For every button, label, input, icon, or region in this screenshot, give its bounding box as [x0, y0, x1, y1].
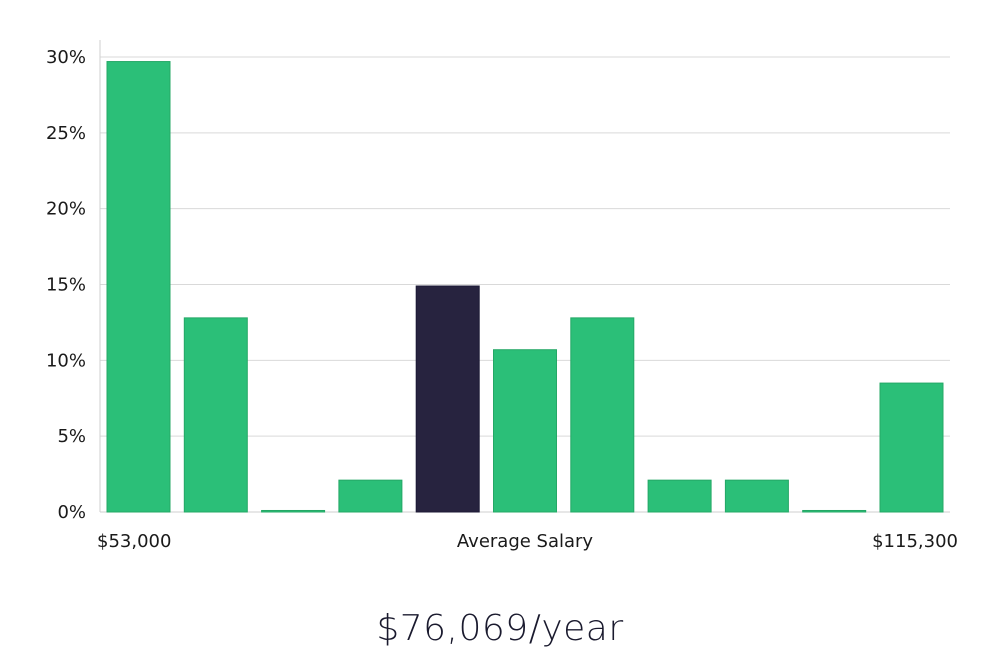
y-tick-label: 15%: [46, 275, 86, 296]
bar: [724, 479, 789, 513]
bar: [647, 479, 712, 513]
bar: [493, 349, 557, 513]
bar: [183, 317, 248, 513]
y-tick-label: 25%: [46, 123, 86, 144]
bar: [261, 509, 326, 513]
y-tick-label: 20%: [46, 199, 86, 220]
x-axis-title: Average Salary: [457, 531, 594, 552]
average-salary-value: $76,069/year: [376, 608, 624, 649]
x-end-label: $115,300: [872, 531, 958, 552]
bar: [802, 509, 867, 513]
bar: [570, 317, 635, 513]
highlight-bar: [415, 285, 480, 513]
x-start-label: $53,000: [97, 531, 171, 552]
bar: [106, 61, 171, 513]
bar: [338, 479, 403, 513]
y-tick-label: 0%: [57, 502, 86, 523]
y-tick-label: 5%: [57, 426, 86, 447]
bar: [879, 382, 944, 513]
salary-histogram-svg: 0% 5% 10% 15% 20% 25% 30% $53,000 Average Salary…: [46, 40, 958, 552]
y-tick-label: 30%: [46, 47, 86, 68]
y-tick-label: 10%: [46, 350, 86, 371]
